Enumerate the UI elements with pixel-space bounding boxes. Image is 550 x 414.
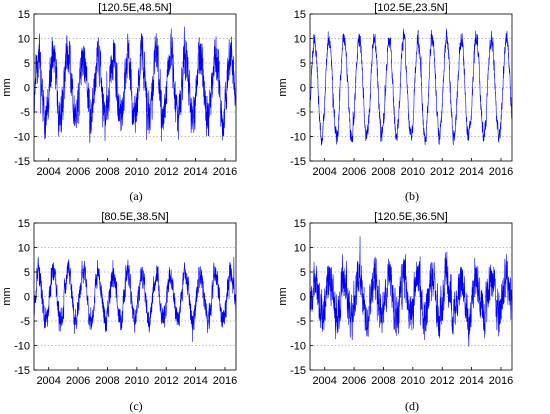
x-tick-label: 2008 xyxy=(371,166,395,178)
y-tick-label: -15 xyxy=(14,365,30,377)
y-tick-label: 15 xyxy=(294,218,306,230)
x-tick-label: 2006 xyxy=(342,375,366,387)
y-tick-label: 0 xyxy=(300,83,306,95)
x-tick-label: 2006 xyxy=(66,375,90,387)
panel-title: [80.5E,38.5N] xyxy=(101,211,168,223)
y-tick-label: 5 xyxy=(300,267,306,279)
y-tick-label: 0 xyxy=(24,83,30,95)
panel-title: [120.5E,48.5N] xyxy=(98,2,171,14)
series-line xyxy=(309,28,513,146)
x-tick-label: 2004 xyxy=(312,166,336,178)
y-tick-label: -10 xyxy=(290,341,306,353)
x-tick-label: 2012 xyxy=(430,166,454,178)
panel-title: [102.5E,23.5N] xyxy=(374,2,447,14)
x-tick-label: 2012 xyxy=(154,166,178,178)
y-tick-label: -15 xyxy=(290,365,306,377)
x-tick-label: 2010 xyxy=(401,166,425,178)
y-tick-label: -5 xyxy=(20,316,30,328)
y-tick-label: -10 xyxy=(14,132,30,144)
panel-label-c: (c) xyxy=(129,399,142,413)
y-tick-label: -5 xyxy=(20,107,30,119)
panel-c: -15 -10 -5 0 5 10 15 2004 2006 2008 2010 2012 2014 20… xyxy=(1,211,237,387)
panel-a: -15 -10 -5 0 5 10 15 2004 2006 2008 2010 2012 2014 20… xyxy=(1,2,237,178)
x-tick-label: 2016 xyxy=(489,375,513,387)
panel-label-b: (b) xyxy=(405,189,419,203)
x-tick-label: 2012 xyxy=(430,375,454,387)
panel-d: -15 -10 -5 0 5 10 15 2004 2006 2008 2010 2012 2014 20… xyxy=(277,211,513,387)
y-tick-label: -15 xyxy=(14,156,30,168)
y-tick-label: -15 xyxy=(290,156,306,168)
x-tick-label: 2006 xyxy=(342,166,366,178)
x-tick-label: 2008 xyxy=(95,375,119,387)
panel-label-a: (a) xyxy=(129,189,142,203)
panel-b: -15 -10 -5 0 5 10 15 2004 2006 2008 2010 2012 2014 20… xyxy=(277,2,513,178)
y-tick-label: 10 xyxy=(294,243,306,255)
y-tick-label: 15 xyxy=(294,9,306,21)
x-tick-label: 2008 xyxy=(95,166,119,178)
y-tick-label: 15 xyxy=(18,218,30,230)
x-tick-label: 2016 xyxy=(213,375,237,387)
y-tick-label: 0 xyxy=(24,292,30,304)
y-tick-label: 10 xyxy=(294,34,306,46)
y-tick-label: -5 xyxy=(296,107,306,119)
y-tick-label: -10 xyxy=(14,341,30,353)
x-tick-label: 2008 xyxy=(371,375,395,387)
y-tick-label: -5 xyxy=(296,316,306,328)
x-tick-label: 2004 xyxy=(312,375,336,387)
y-tick-label: 5 xyxy=(24,58,30,70)
x-tick-label: 2010 xyxy=(401,375,425,387)
x-tick-label: 2010 xyxy=(125,166,149,178)
series-line xyxy=(33,256,237,342)
x-tick-label: 2010 xyxy=(125,375,149,387)
y-tick-label: 10 xyxy=(18,34,30,46)
y-axis-label: mm xyxy=(1,287,13,305)
panel-label-d: (d) xyxy=(405,399,419,413)
panel-title: [120.5E,36.5N] xyxy=(374,211,447,223)
x-tick-label: 2014 xyxy=(183,166,207,178)
y-tick-label: 10 xyxy=(18,243,30,255)
x-tick-label: 2004 xyxy=(36,375,60,387)
x-tick-label: 2004 xyxy=(36,166,60,178)
x-tick-label: 2012 xyxy=(154,375,178,387)
x-tick-label: 2014 xyxy=(183,375,207,387)
series-line xyxy=(33,26,237,144)
x-tick-label: 2016 xyxy=(213,166,237,178)
y-tick-label: 0 xyxy=(300,292,306,304)
y-axis-label: mm xyxy=(277,287,289,305)
y-tick-label: -10 xyxy=(290,132,306,144)
y-tick-label: 15 xyxy=(18,9,30,21)
y-tick-label: 5 xyxy=(24,267,30,279)
y-tick-label: 5 xyxy=(300,58,306,70)
x-tick-label: 2014 xyxy=(459,375,483,387)
x-tick-label: 2016 xyxy=(489,166,513,178)
x-tick-label: 2006 xyxy=(66,166,90,178)
series-line xyxy=(309,236,513,347)
y-axis-label: mm xyxy=(1,78,13,96)
x-tick-label: 2014 xyxy=(459,166,483,178)
y-axis-label: mm xyxy=(277,78,289,96)
